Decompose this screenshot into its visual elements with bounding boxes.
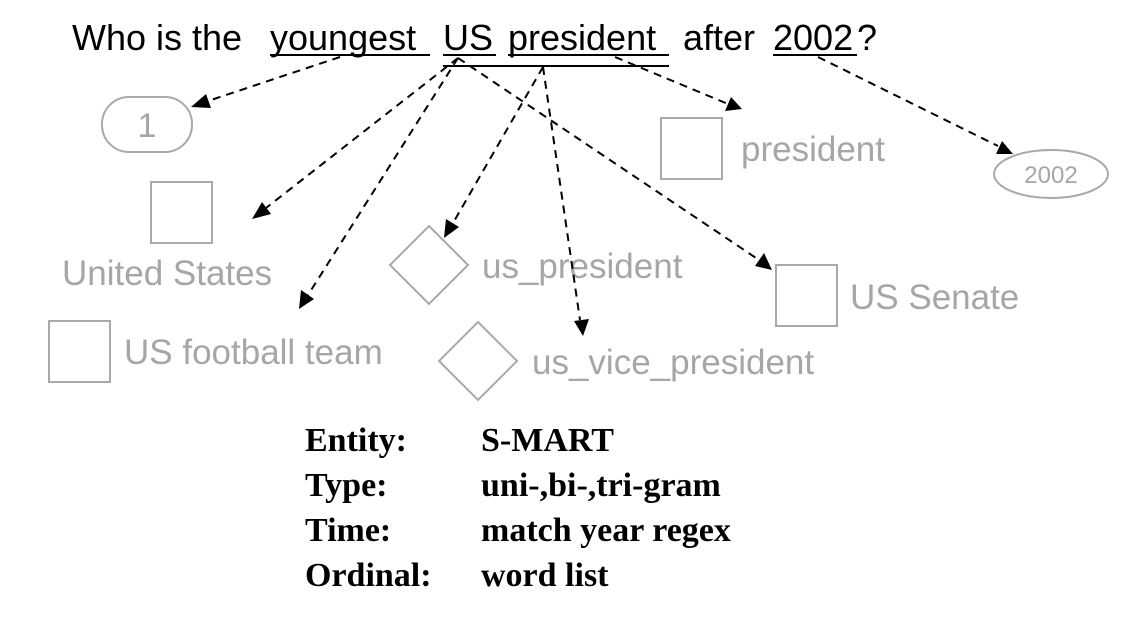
legend-row-time: Time: match year regex	[305, 508, 731, 553]
arrowhead-us-football-team	[299, 290, 314, 309]
legend-value-entity: S-MART	[481, 422, 614, 459]
arrow-president-to-president	[614, 56, 729, 105]
us-vice-president-diamond	[437, 320, 519, 402]
arrows	[191, 56, 1013, 336]
us-vice-president-node: us_vice_president	[437, 320, 814, 402]
us-president-node: us_president	[388, 224, 683, 306]
arrow-us-to-us-senate	[457, 57, 763, 263]
arrowhead-united-states	[252, 202, 271, 219]
legend-key-entity: Entity:	[305, 422, 407, 459]
us-football-team-label: US football team	[124, 333, 383, 372]
legend-row-entity: Entity: S-MART	[305, 418, 731, 463]
legend-key-type: Type:	[305, 467, 388, 504]
year-value: 2002	[1024, 162, 1077, 189]
united-states-node: United States	[62, 181, 272, 293]
ordinal-value: 1	[138, 107, 157, 145]
us-vice-president-label: us_vice_president	[532, 343, 814, 382]
question-sentence: Who is the youngest US president after 2…	[72, 17, 877, 67]
question-word-who-is-the: Who is the	[72, 17, 242, 58]
question-word-us: US	[443, 17, 493, 58]
year-node: 2002	[993, 149, 1109, 199]
question-mark: ?	[857, 17, 877, 58]
arrowhead-year	[996, 141, 1013, 154]
question-word-after: after	[683, 17, 755, 58]
ordinal-node: 1	[101, 96, 193, 153]
arrowhead-us-vice-president	[574, 319, 589, 336]
legend-key-time: Time:	[305, 512, 392, 549]
question-word-2002: 2002	[773, 17, 853, 58]
legend-row-type: Type: uni-,bi-,tri-gram	[305, 463, 731, 508]
arrow-2002-to-year	[817, 56, 999, 147]
legend-key-ordinal: Ordinal:	[305, 557, 432, 594]
arrowhead-ordinal	[191, 94, 211, 108]
united-states-label: United States	[62, 254, 272, 293]
legend-row-ordinal: Ordinal: word list	[305, 553, 731, 598]
arrow-us-to-united-states	[265, 57, 459, 209]
us-president-label: us_president	[482, 247, 683, 286]
arrow-youngest-to-ordinal	[207, 56, 341, 102]
president-label: president	[741, 130, 885, 169]
us-football-team-node: US football team	[48, 320, 383, 383]
president-square	[660, 117, 723, 180]
legend-value-ordinal: word list	[481, 557, 609, 594]
us-senate-square	[775, 264, 838, 327]
legend-value-time: match year regex	[481, 512, 731, 549]
ordinal-oval	[101, 96, 193, 153]
legend: Entity: S-MART Type: uni-,bi-,tri-gram T…	[305, 418, 731, 598]
arrow-us-to-us-football-team	[307, 57, 459, 296]
us-senate-node: US Senate	[775, 264, 1019, 327]
legend-value-type: uni-,bi-,tri-gram	[481, 467, 721, 504]
united-states-square	[150, 181, 213, 244]
arrowhead-president	[725, 97, 742, 111]
arrowhead-us-president	[444, 219, 459, 238]
year-oval	[993, 149, 1109, 199]
us-senate-label: US Senate	[850, 278, 1019, 317]
president-node: president	[660, 117, 885, 180]
arrow-us-president-to-us-president	[452, 66, 544, 224]
arrowhead-us-senate	[755, 253, 772, 270]
question-word-youngest: youngest	[270, 17, 416, 58]
us-president-diamond	[388, 224, 470, 306]
us-football-team-square	[48, 320, 111, 383]
arrow-us-president-to-us-vice-president	[542, 66, 581, 321]
question-word-president: president	[508, 17, 656, 58]
